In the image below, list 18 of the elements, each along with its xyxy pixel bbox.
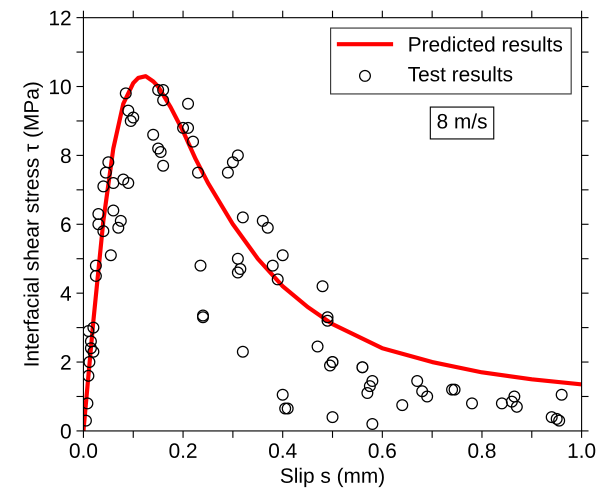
y-tick-label: 12 [50, 10, 71, 26]
x-tick-label: 0.0 [70, 443, 98, 458]
legend-label: Test results [408, 66, 512, 82]
x-axis-title: Slip s (mm) [280, 468, 384, 488]
y-tick-label: 2 [61, 355, 71, 370]
y-tick-label: 0 [60, 424, 71, 439]
y-tick-label: 10 [50, 80, 71, 94]
x-tick-label: 0.8 [468, 443, 496, 458]
legend-label: Predicted results [409, 36, 562, 52]
x-tick-label: 0.4 [269, 443, 297, 458]
y-tick-label: 4 [60, 286, 72, 301]
y-tick-label: 6 [61, 217, 71, 232]
x-tick-label: 0.6 [368, 443, 396, 458]
annotation: 8 m/s [437, 113, 487, 129]
y-tick-label: 8 [60, 148, 71, 164]
x-tick-label: 1.0 [568, 443, 596, 458]
x-tick-label: 0.2 [169, 443, 196, 458]
y-axis-title: Interfacial shear stress τ (MPa) [23, 82, 43, 366]
